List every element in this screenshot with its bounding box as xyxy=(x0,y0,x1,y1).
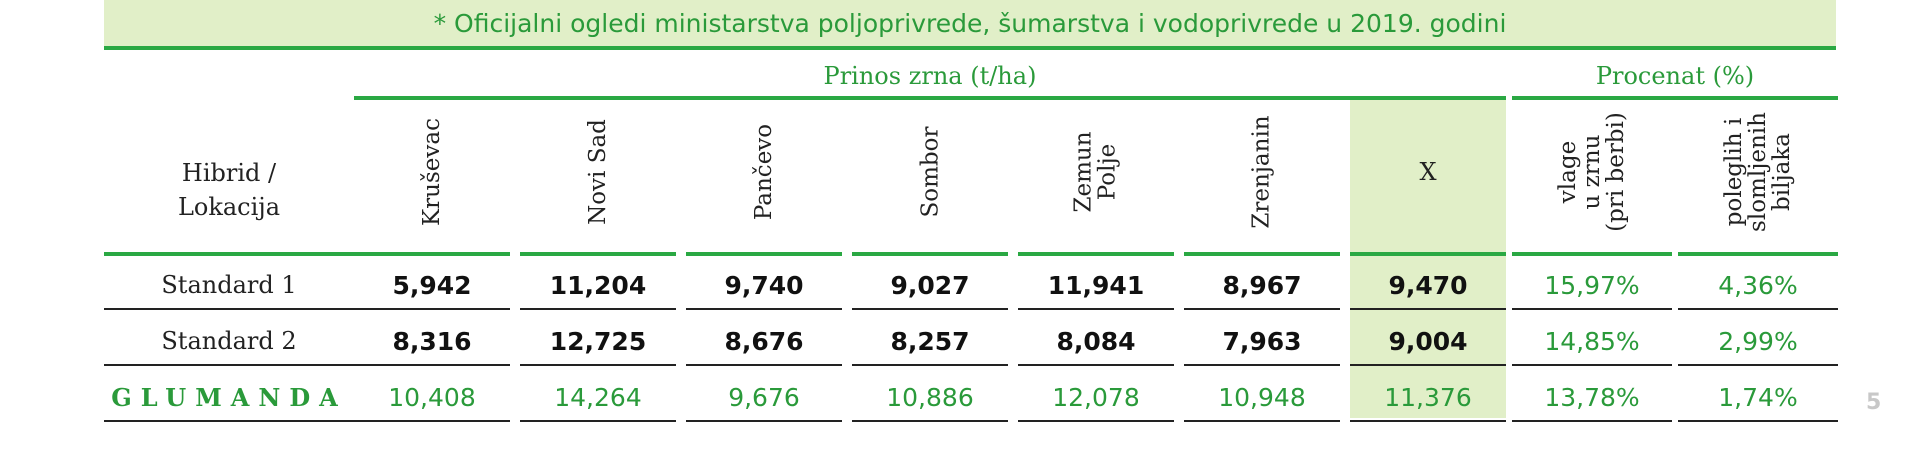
row-rule xyxy=(1678,420,1838,422)
header-rule xyxy=(104,252,354,256)
table-cell: 9,676 xyxy=(728,382,800,412)
row-rule xyxy=(852,420,1008,422)
table-cell: 8,084 xyxy=(1056,326,1136,356)
header-rule xyxy=(686,252,842,256)
column-header-label: Zemun Polje xyxy=(1071,131,1121,213)
table-cell-average: 11,376 xyxy=(1384,382,1472,412)
column-header-label: poleglih i slomljenih biljaka xyxy=(1721,112,1795,232)
column-header-label: X xyxy=(1419,158,1437,186)
row-rule xyxy=(1350,420,1506,422)
column-header-label: vlage u zrnu (pri berbi) xyxy=(1555,112,1629,232)
table-cell: 8,967 xyxy=(1222,270,1302,300)
percent-group-header: Procenat (%) xyxy=(1595,62,1755,90)
column-header-label: Sombor xyxy=(916,126,943,218)
header-rule xyxy=(1512,252,1672,256)
header-rule xyxy=(1350,252,1506,256)
table-cell: 9,740 xyxy=(724,270,804,300)
table-cell-average: 9,470 xyxy=(1388,270,1468,300)
row-rule xyxy=(1184,364,1340,366)
table-cell: 7,963 xyxy=(1222,326,1302,356)
table-cell-percent: 14,85% xyxy=(1544,326,1640,356)
header-rule xyxy=(852,252,1008,256)
table-cell-percent: 15,97% xyxy=(1544,270,1640,300)
column-header-average: X xyxy=(1350,104,1506,240)
header-rule xyxy=(1184,252,1340,256)
row-rule xyxy=(104,420,354,422)
row-rule xyxy=(1678,364,1838,366)
row-rule xyxy=(1512,308,1672,310)
yield-group-rule xyxy=(354,96,1506,100)
table-cell: 8,316 xyxy=(392,326,472,356)
header-rule xyxy=(1018,252,1174,256)
table-cell: 12,725 xyxy=(549,326,647,356)
table-cell-percent: 4,36% xyxy=(1718,270,1798,300)
column-header-label: Pančevo xyxy=(751,123,777,221)
row-rule xyxy=(1018,420,1174,422)
row-label: GLUMANDA xyxy=(111,382,347,412)
table-cell: 10,948 xyxy=(1218,382,1306,412)
column-header: Pančevo xyxy=(686,104,842,240)
header-rule xyxy=(354,252,510,256)
row-rule xyxy=(520,420,676,422)
row-rule xyxy=(520,364,676,366)
table-cell-percent: 2,99% xyxy=(1718,326,1798,356)
table-cell: 8,257 xyxy=(890,326,970,356)
table-caption-banner: * Oficijalni ogledi ministarstva poljopr… xyxy=(104,0,1836,50)
row-rule xyxy=(1678,308,1838,310)
row-rule xyxy=(104,308,354,310)
row-rule xyxy=(686,308,842,310)
column-header-label: Novi Sad xyxy=(584,119,611,225)
row-rule xyxy=(354,420,510,422)
table-cell-percent: 1,74% xyxy=(1718,382,1798,412)
row-rule xyxy=(1018,364,1174,366)
row-header-title: Hibrid / Lokacija xyxy=(177,159,281,221)
column-header: Zemun Polje xyxy=(1018,104,1174,240)
row-rule xyxy=(686,364,842,366)
table-cell-average: 9,004 xyxy=(1388,326,1468,356)
page-number: 5 xyxy=(1866,390,1882,415)
row-rule xyxy=(852,308,1008,310)
column-header: Sombor xyxy=(852,104,1008,240)
percent-group-rule xyxy=(1512,96,1838,100)
row-rule xyxy=(686,420,842,422)
row-rule xyxy=(1184,308,1340,310)
column-header: Kruševac xyxy=(354,104,510,240)
table-cell-percent: 13,78% xyxy=(1544,382,1640,412)
column-header-label: Kruševac xyxy=(419,118,445,226)
row-rule xyxy=(354,364,510,366)
column-header: vlage u zrnu (pri berbi) xyxy=(1512,104,1672,240)
column-header: Novi Sad xyxy=(520,104,676,240)
table-cell: 5,942 xyxy=(392,270,472,300)
row-rule xyxy=(1350,308,1506,310)
column-header-label: Zrenjanin xyxy=(1248,115,1275,229)
yield-group-header: Prinos zrna (t/ha) xyxy=(823,62,1037,90)
row-rule xyxy=(354,308,510,310)
table-cell: 14,264 xyxy=(554,382,642,412)
row-rule xyxy=(1350,364,1506,366)
table-cell: 12,078 xyxy=(1052,382,1140,412)
table-cell: 11,204 xyxy=(549,270,647,300)
header-rule xyxy=(1678,252,1838,256)
row-rule xyxy=(104,364,354,366)
table-cell: 11,941 xyxy=(1047,270,1145,300)
column-header: poleglih i slomljenih biljaka xyxy=(1678,104,1838,240)
table-cell: 10,408 xyxy=(388,382,476,412)
row-label: Standard 1 xyxy=(161,271,297,299)
row-rule xyxy=(1018,308,1174,310)
row-rule xyxy=(520,308,676,310)
row-rule xyxy=(852,364,1008,366)
table-cell: 10,886 xyxy=(886,382,974,412)
row-rule xyxy=(1184,420,1340,422)
column-header: Zrenjanin xyxy=(1184,104,1340,240)
row-rule xyxy=(1512,364,1672,366)
row-label: Standard 2 xyxy=(161,327,297,355)
table-cell: 9,027 xyxy=(890,270,970,300)
row-rule xyxy=(1512,420,1672,422)
header-rule xyxy=(520,252,676,256)
table-cell: 8,676 xyxy=(724,326,804,356)
